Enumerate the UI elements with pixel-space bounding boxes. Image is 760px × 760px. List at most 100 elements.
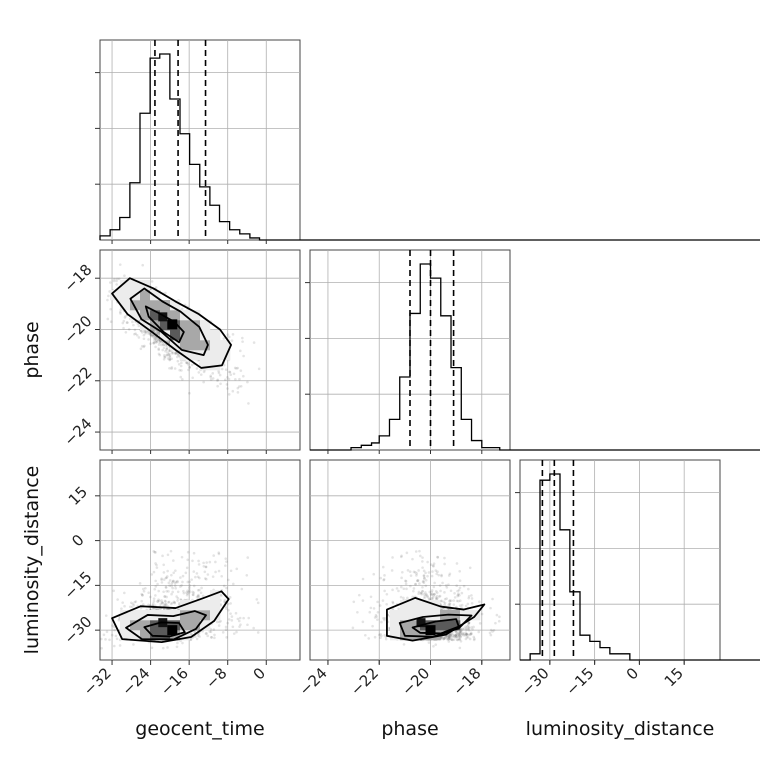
sample-point — [448, 635, 451, 639]
sample-point — [467, 621, 471, 625]
sample-point — [165, 346, 169, 349]
sample-point — [401, 570, 404, 574]
sample-point — [186, 580, 190, 584]
sample-point — [123, 591, 126, 595]
sample-point — [204, 565, 208, 569]
sample-point — [448, 602, 451, 606]
sample-point — [422, 581, 426, 585]
sample-point — [432, 562, 436, 565]
sample-point — [113, 277, 116, 281]
sample-point — [421, 556, 424, 559]
sample-point — [227, 377, 231, 381]
sample-point — [178, 368, 182, 372]
sample-point — [440, 636, 443, 639]
sample-point — [449, 633, 452, 637]
sample-point — [208, 630, 212, 633]
sample-point — [416, 579, 420, 582]
sample-point — [457, 599, 460, 603]
sample-point — [180, 555, 184, 559]
sample-point — [457, 592, 460, 596]
sample-point — [470, 601, 474, 605]
sample-point — [470, 626, 473, 629]
sample-point — [462, 584, 466, 588]
sample-point — [458, 637, 462, 641]
sample-point — [419, 554, 422, 558]
sample-point — [467, 594, 471, 598]
sample-point — [176, 590, 180, 594]
sample-point — [106, 298, 109, 302]
density-cell — [180, 620, 191, 631]
density-cell — [210, 360, 221, 371]
sample-point — [157, 338, 160, 341]
density-cell — [410, 630, 421, 641]
sample-point — [179, 364, 183, 368]
sample-point — [428, 590, 432, 594]
sample-point — [434, 569, 438, 572]
sample-point — [422, 569, 426, 573]
sample-point — [448, 633, 452, 637]
sample-point — [167, 349, 171, 353]
sample-point — [457, 635, 460, 639]
sample-point — [219, 382, 222, 386]
sample-point — [400, 585, 403, 589]
sample-point — [109, 320, 113, 324]
sample-point — [185, 361, 188, 364]
sample-point — [117, 618, 121, 622]
sample-point — [246, 623, 249, 627]
sample-point — [220, 594, 223, 597]
sample-point — [226, 621, 229, 625]
sample-point — [162, 346, 166, 350]
x-axis-label-luminosity_distance: luminosity_distance — [526, 718, 715, 740]
sample-point — [139, 329, 143, 333]
sample-point — [424, 584, 428, 588]
sample-point — [157, 338, 160, 342]
sample-point — [181, 641, 184, 645]
sample-point — [466, 627, 470, 631]
density-cell — [190, 340, 201, 351]
sample-point — [195, 367, 199, 370]
sample-point — [418, 549, 421, 553]
sample-point — [402, 587, 406, 591]
sample-point — [448, 572, 452, 576]
sample-point — [240, 587, 244, 591]
sample-point — [498, 615, 501, 619]
sample-point — [418, 582, 421, 585]
sample-point — [246, 380, 249, 384]
sample-point — [492, 629, 496, 632]
y-tick-label-luminosity_distance: 15 — [65, 483, 91, 509]
density-cell — [200, 340, 211, 351]
sample-point — [374, 613, 378, 617]
sample-point — [165, 353, 169, 357]
sample-point — [455, 635, 458, 638]
sample-point — [406, 569, 410, 572]
density-cell — [200, 360, 211, 371]
sample-point — [454, 633, 458, 636]
sample-point — [462, 632, 465, 635]
sample-point — [226, 387, 229, 390]
density-cell — [160, 300, 171, 311]
density-cell — [410, 600, 421, 611]
sample-point — [163, 355, 166, 359]
sample-point — [467, 628, 471, 632]
density-peak — [167, 625, 178, 636]
sample-point — [231, 625, 235, 629]
sample-point — [489, 606, 492, 610]
sample-point — [383, 589, 386, 593]
sample-point — [459, 629, 463, 633]
sample-point — [224, 628, 228, 632]
sample-point — [460, 634, 463, 637]
density-cell — [420, 610, 431, 621]
sample-point — [198, 576, 201, 580]
density-cell — [140, 300, 151, 311]
sample-point — [452, 599, 456, 602]
density-cell — [450, 620, 461, 631]
sample-point — [431, 564, 435, 567]
sample-point — [391, 600, 395, 604]
sample-point — [464, 632, 468, 636]
sample-point — [412, 589, 415, 593]
y-tick-label-phase: −20 — [60, 312, 95, 347]
sample-point — [232, 582, 235, 586]
sample-point — [206, 573, 210, 576]
sample-point — [375, 615, 378, 618]
sample-point — [388, 626, 391, 630]
